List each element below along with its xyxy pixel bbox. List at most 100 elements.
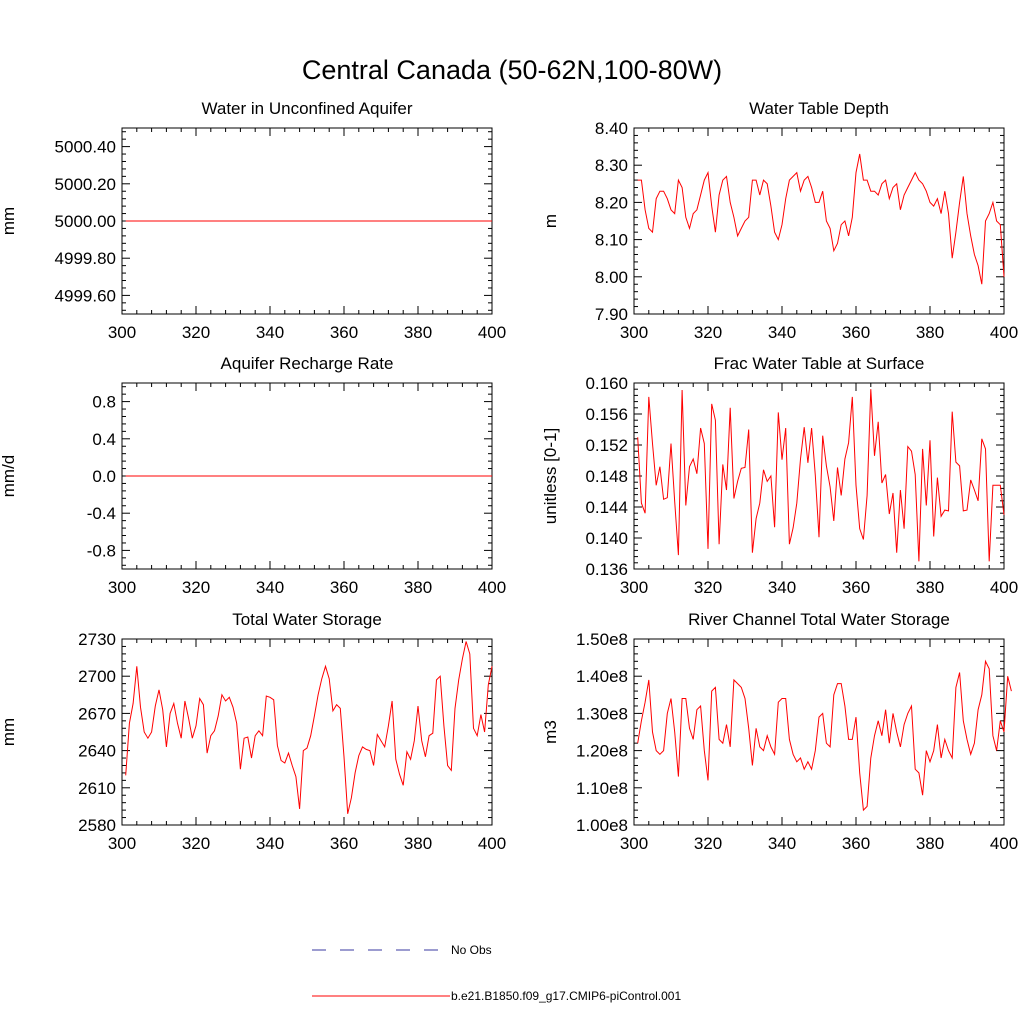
y-tick-label: 0.136 — [585, 560, 628, 579]
y-tick-label: 4999.80 — [55, 249, 116, 268]
panel-5: Total Water Storage 300 320 340 360 380 400 258… — [0, 610, 506, 853]
y-axis-label: mm/d — [0, 455, 18, 498]
series-line-1 — [125, 641, 493, 814]
y-tick-label: 2700 — [78, 667, 116, 686]
y-tick-label: 0.4 — [92, 430, 116, 449]
panel-2: Water Table Depth 300 320 340 360 380 400 7.90 8… — [541, 99, 1018, 342]
series-line-1 — [637, 153, 1005, 285]
y-tick-label: 2580 — [78, 816, 116, 835]
x-tick-label: 300 — [108, 834, 136, 853]
y-tick-label: 0.8 — [92, 393, 116, 412]
y-tick-label: 0.160 — [585, 374, 628, 393]
x-tick-label: 320 — [694, 834, 722, 853]
y-tick-label: 2640 — [78, 742, 116, 761]
x-tick-label: 340 — [256, 323, 284, 342]
y-tick-label: 5000.00 — [55, 212, 116, 231]
y-axis-label: m3 — [541, 720, 560, 744]
y-axis-label: unitless [0-1] — [541, 428, 560, 524]
y-tick-label: 0.152 — [585, 436, 628, 455]
x-tick-label: 300 — [620, 323, 648, 342]
y-tick-label: 5000.40 — [55, 138, 116, 157]
x-tick-label: 360 — [330, 323, 358, 342]
x-tick-label: 300 — [620, 578, 648, 597]
x-tick-label: 360 — [842, 323, 870, 342]
x-tick-label: 320 — [182, 834, 210, 853]
x-tick-label: 340 — [256, 834, 284, 853]
x-tick-label: 380 — [404, 578, 432, 597]
x-tick-label: 360 — [330, 834, 358, 853]
panel-1: Water in Unconfined Aquifer 300 320 340 360 3… — [0, 99, 506, 342]
y-tick-label: 2670 — [78, 704, 116, 723]
x-tick-label: 320 — [694, 323, 722, 342]
panels: Water in Unconfined Aquifer 300 320 340 360 3… — [0, 99, 1018, 853]
x-tick-label: 400 — [478, 323, 506, 342]
y-axis-label: m — [541, 214, 560, 228]
x-tick-label: 340 — [768, 323, 796, 342]
y-tick-label: 1.10e8 — [576, 779, 628, 798]
y-tick-label: 8.40 — [595, 119, 628, 138]
y-tick-label: 1.40e8 — [576, 667, 628, 686]
y-tick-label: 1.00e8 — [576, 816, 628, 835]
panel-title: Water Table Depth — [749, 99, 889, 118]
y-tick-label: 0.148 — [585, 467, 628, 486]
y-axis-label: mm — [0, 718, 18, 746]
y-tick-label: 0.140 — [585, 529, 628, 548]
x-tick-label: 320 — [694, 578, 722, 597]
x-tick-label: 380 — [916, 323, 944, 342]
plot-frame — [633, 127, 1005, 315]
y-tick-label: -0.8 — [87, 541, 116, 560]
panel-title: Frac Water Table at Surface — [714, 354, 925, 373]
x-tick-label: 320 — [182, 323, 210, 342]
x-tick-label: 400 — [478, 834, 506, 853]
y-tick-label: 0.156 — [585, 405, 628, 424]
legend: No Obs b.e21.B1850.f09_g17.CMIP6-piContr… — [312, 943, 681, 1003]
legend-model-label: b.e21.B1850.f09_g17.CMIP6-piControl.001 — [451, 989, 681, 1003]
y-tick-label: 8.10 — [595, 231, 628, 250]
plot-frame — [633, 382, 1005, 570]
panel-title: Water in Unconfined Aquifer — [201, 99, 412, 118]
x-tick-label: 380 — [916, 578, 944, 597]
series-line-1 — [637, 389, 1005, 562]
x-tick-label: 300 — [620, 834, 648, 853]
plot-frame — [121, 638, 493, 826]
panel-6: River Channel Total Water Storage 300 320 3… — [541, 610, 1018, 853]
figure-title: Central Canada (50-62N,100-80W) — [302, 55, 722, 85]
panel-3: Aquifer Recharge Rate 300 320 340 360 380 400 -… — [0, 354, 506, 597]
y-tick-label: 4999.60 — [55, 286, 116, 305]
x-tick-label: 380 — [404, 834, 432, 853]
y-tick-label: 8.20 — [595, 193, 628, 212]
panel-title: Total Water Storage — [232, 610, 382, 629]
y-tick-label: 2730 — [78, 630, 116, 649]
x-tick-label: 300 — [108, 578, 136, 597]
panel-title: Aquifer Recharge Rate — [221, 354, 394, 373]
x-tick-label: 360 — [842, 578, 870, 597]
y-tick-label: 5000.20 — [55, 175, 116, 194]
x-tick-label: 360 — [330, 578, 358, 597]
y-tick-label: 0.144 — [585, 498, 628, 517]
x-tick-label: 380 — [916, 834, 944, 853]
x-tick-label: 340 — [768, 834, 796, 853]
y-tick-label: 1.20e8 — [576, 742, 628, 761]
x-tick-label: 320 — [182, 578, 210, 597]
y-axis-label: mm — [0, 207, 18, 235]
x-tick-label: 400 — [478, 578, 506, 597]
y-tick-label: 1.50e8 — [576, 630, 628, 649]
panel-title: River Channel Total Water Storage — [688, 610, 950, 629]
x-tick-label: 340 — [768, 578, 796, 597]
x-tick-label: 380 — [404, 323, 432, 342]
y-tick-label: 0.0 — [92, 467, 116, 486]
y-tick-label: 8.30 — [595, 156, 628, 175]
y-tick-label: 8.00 — [595, 268, 628, 287]
panel-4: Frac Water Table at Surface 300 320 340 360 3… — [541, 354, 1018, 597]
x-tick-label: 400 — [990, 834, 1018, 853]
y-tick-label: 7.90 — [595, 305, 628, 324]
x-tick-label: 400 — [990, 578, 1018, 597]
series-line-1 — [637, 659, 1012, 812]
x-tick-label: 400 — [990, 323, 1018, 342]
y-tick-label: 1.30e8 — [576, 704, 628, 723]
y-tick-label: -0.4 — [87, 504, 116, 523]
x-tick-label: 340 — [256, 578, 284, 597]
plot-frame — [633, 638, 1005, 826]
x-tick-label: 360 — [842, 834, 870, 853]
